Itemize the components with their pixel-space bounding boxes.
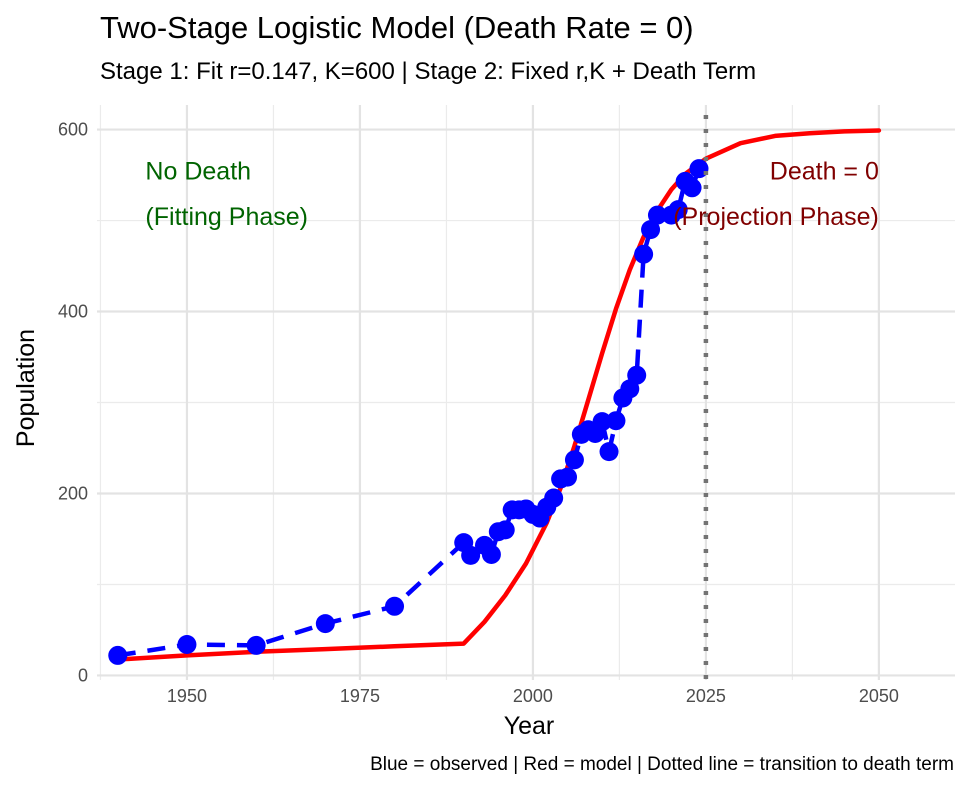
observed-point xyxy=(177,635,197,655)
model-series-line xyxy=(122,128,882,662)
annotation-text: Death = 0 xyxy=(770,158,879,186)
observed-point xyxy=(481,544,501,564)
observed-point xyxy=(461,545,481,565)
observed-point xyxy=(385,596,405,616)
observed-point xyxy=(592,412,612,432)
observed-point xyxy=(634,244,654,264)
grid-major xyxy=(97,105,955,680)
y-tick-label: 0 xyxy=(78,665,88,685)
annotation-text: (Fitting Phase) xyxy=(145,203,308,231)
observed-layer xyxy=(117,167,702,658)
x-tick-label: 1975 xyxy=(340,686,380,706)
observed-point xyxy=(544,488,564,508)
x-tick-label: 1950 xyxy=(167,686,207,706)
observed-point xyxy=(627,365,647,385)
x-axis-ticks: 1950 1975 2000 2025 2050 xyxy=(167,686,899,706)
y-axis-ticks: 0 200 400 600 xyxy=(58,120,88,686)
chart-caption: Blue = observed | Red = model | Dotted l… xyxy=(370,754,954,775)
observed-point xyxy=(564,450,584,470)
annotations: No Death (Fitting Phase) Death = 0 (Project… xyxy=(145,158,878,231)
x-tick-label: 2000 xyxy=(513,686,553,706)
points-layer xyxy=(108,159,709,665)
y-tick-label: 600 xyxy=(58,120,88,140)
x-tick-label: 2025 xyxy=(686,686,726,706)
y-tick-label: 200 xyxy=(58,483,88,503)
x-tick-label: 2050 xyxy=(859,686,899,706)
model-layer xyxy=(122,128,882,662)
y-axis-title: Population xyxy=(12,329,40,447)
observed-point xyxy=(599,442,619,462)
observed-point xyxy=(682,178,702,198)
x-axis-title: Year xyxy=(504,712,555,740)
observed-point xyxy=(647,205,667,225)
chart-title: Two-Stage Logistic Model (Death Rate = 0… xyxy=(100,10,694,45)
grid-minor xyxy=(97,105,955,680)
annotation-text: No Death xyxy=(145,158,251,186)
observed-point xyxy=(606,411,626,431)
observed-point xyxy=(689,159,709,179)
chart-subtitle: Stage 1: Fit r=0.147, K=600 | Stage 2: F… xyxy=(100,58,757,85)
y-tick-label: 400 xyxy=(58,302,88,322)
observed-point xyxy=(108,645,128,665)
observed-point xyxy=(495,520,515,540)
observed-point xyxy=(641,220,661,240)
observed-point xyxy=(246,635,266,655)
annotation-text: (Projection Phase) xyxy=(673,203,879,231)
observed-point xyxy=(668,200,688,220)
observed-point xyxy=(315,614,335,634)
observed-series-line xyxy=(117,167,702,658)
observed-point xyxy=(558,467,578,487)
